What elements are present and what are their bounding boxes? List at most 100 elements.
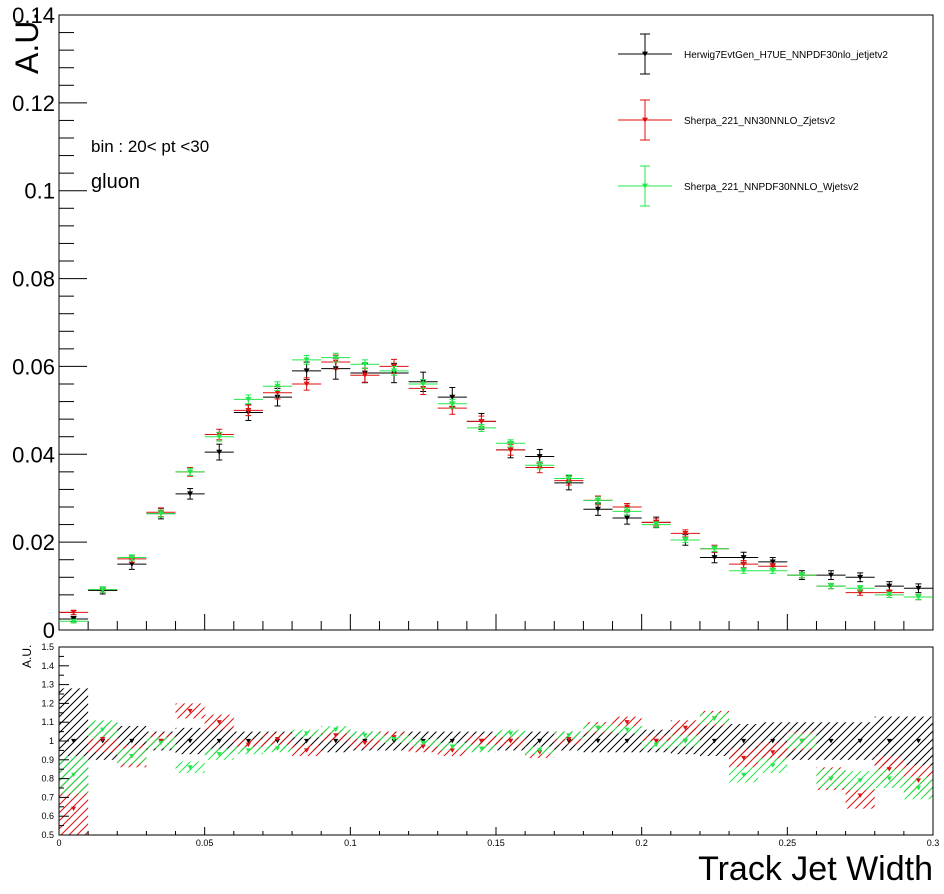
ratio-point <box>333 738 339 744</box>
ratio-point <box>653 742 659 748</box>
data-point <box>857 585 864 591</box>
ratio-point <box>886 767 892 772</box>
data-point <box>565 476 572 482</box>
ratio-point <box>333 733 339 738</box>
data-point <box>507 447 514 453</box>
data-point <box>128 555 135 561</box>
ratio-y-tick-label: 1.3 <box>41 680 54 690</box>
legend-label: Sherpa_221_NNPDF30NNLO_Wjetsv2 <box>684 182 859 193</box>
data-point <box>624 504 631 510</box>
ratio-point <box>886 738 892 744</box>
x-tick-label: 0.15 <box>487 838 505 848</box>
ratio-point <box>216 738 222 744</box>
data-point <box>886 592 893 598</box>
ratio-point <box>857 778 863 783</box>
ratio-point <box>216 720 222 725</box>
series-0 <box>59 357 933 623</box>
ratio-point <box>100 737 106 742</box>
data-point <box>886 583 893 589</box>
legend: Herwig7EvtGen_H7UE_NNPDF30nlo_jetjetv2 Sh… <box>618 33 888 207</box>
ratio-y-tick-label: 0.6 <box>41 811 54 821</box>
y-tick-label: 0.1 <box>24 179 55 204</box>
data-point <box>70 618 77 624</box>
data-point <box>449 401 456 407</box>
data-point <box>391 368 398 374</box>
x-tick-label: 0.05 <box>196 838 214 848</box>
data-point <box>682 537 689 543</box>
ratio-point <box>595 725 601 731</box>
legend-label: Sherpa_221_NN30NNLO_Zjetsv2 <box>684 116 836 127</box>
legend-marker <box>642 117 648 123</box>
ratio-plot-panel: 0.5 0.6 0.7 0.8 0.9 1 1.1 1.2 1.3 1.4 1.5 0 0.05 0.1… <box>20 642 939 888</box>
ratio-point <box>537 748 543 753</box>
legend-label: Herwig7EvtGen_H7UE_NNPDF30nlo_jetjetv2 <box>684 50 888 61</box>
y-tick-label: 0.04 <box>12 442 55 467</box>
data-point <box>303 368 310 374</box>
data-point <box>303 381 310 387</box>
ratio-y-tick-label: 0.9 <box>41 755 54 765</box>
ratio-point <box>770 750 776 755</box>
ratio-y-tick-label: 1.2 <box>41 698 54 708</box>
data-point <box>99 587 106 593</box>
x-tick-label: 0.1 <box>344 838 357 848</box>
ratio-point <box>187 708 193 714</box>
main-plot-panel: 0.02 0.04 0.06 0.08 0.1 0.12 0.14 0 A.U. bin : … <box>9 3 934 643</box>
ratio-plot-y-axis-title: A.U. <box>20 645 34 668</box>
data-point <box>536 462 543 468</box>
ratio-point <box>70 738 77 744</box>
data-point <box>624 508 631 515</box>
ratio-point <box>886 776 892 781</box>
ratio-point <box>711 716 718 721</box>
legend-entry: Herwig7EvtGen_H7UE_NNPDF30nlo_jetjetv2 <box>618 33 888 75</box>
main-plot-axes <box>58 14 934 631</box>
data-point <box>216 434 223 440</box>
main-plot-y-tick-labels: 0.02 0.04 0.06 0.08 0.1 0.12 0.14 0 <box>12 3 55 643</box>
data-point <box>449 394 456 400</box>
ratio-point <box>70 772 77 778</box>
data-point <box>303 357 310 363</box>
ratio-point <box>828 776 834 781</box>
ratio-point <box>653 738 659 744</box>
y-tick-label: 0.06 <box>12 354 55 379</box>
ratio-point <box>362 733 368 738</box>
ratio-point <box>741 738 747 744</box>
data-point <box>740 555 747 561</box>
ratio-point <box>915 738 922 744</box>
ratio-point <box>770 763 776 768</box>
ratio-point <box>682 738 688 744</box>
ratio-point <box>566 737 572 742</box>
data-point <box>769 563 776 570</box>
ratio-point <box>129 738 135 744</box>
ratio-point <box>449 738 455 744</box>
ratio-point <box>595 738 601 744</box>
data-point <box>274 383 281 389</box>
data-point <box>187 469 194 475</box>
ratio-point <box>915 785 922 791</box>
ratio-point <box>478 738 485 744</box>
data-point <box>478 418 485 425</box>
ratio-point <box>245 738 251 744</box>
ratio-point <box>187 765 193 770</box>
x-tick-label: 0.3 <box>927 838 940 848</box>
y-tick-label: 0.08 <box>12 267 55 292</box>
data-point <box>332 355 339 361</box>
ratio-point <box>274 737 281 742</box>
ratio-point <box>304 738 310 744</box>
ratio-point <box>478 746 485 751</box>
legend-marker <box>642 183 648 189</box>
data-point <box>187 491 194 497</box>
data-point <box>740 561 747 567</box>
data-point <box>245 407 252 414</box>
data-point <box>594 498 601 504</box>
ratio-point <box>70 806 77 812</box>
data-point <box>915 585 922 591</box>
data-point <box>361 372 368 378</box>
data-point <box>828 583 835 589</box>
ratio-point <box>624 727 630 733</box>
ratio-plot-x-tick-labels: 0 0.05 0.1 0.15 0.2 0.25 0.3 <box>56 838 939 848</box>
y-tick-label: 0.02 <box>12 530 55 555</box>
ratio-point <box>100 727 106 733</box>
data-point <box>157 511 164 517</box>
main-plot-series <box>59 352 933 624</box>
